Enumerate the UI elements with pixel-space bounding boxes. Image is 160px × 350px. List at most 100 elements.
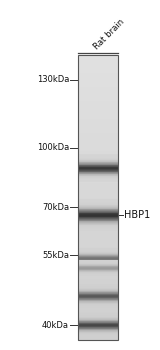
Bar [78, 320, 118, 321]
Bar [78, 315, 118, 316]
Bar [78, 165, 118, 166]
Bar [78, 275, 118, 276]
Bar [78, 237, 118, 241]
Bar [78, 167, 118, 168]
Bar [78, 306, 118, 307]
Bar [78, 197, 118, 202]
Text: 130kDa: 130kDa [37, 76, 69, 84]
Bar [78, 267, 118, 268]
Bar [78, 336, 118, 337]
Bar [78, 252, 118, 253]
Bar [78, 159, 118, 160]
Bar [78, 270, 118, 271]
Bar [78, 229, 118, 230]
Bar [78, 267, 118, 268]
Bar [78, 251, 118, 252]
Text: 70kDa: 70kDa [42, 203, 69, 211]
Bar [78, 156, 118, 157]
Bar [78, 307, 118, 308]
Bar [78, 262, 118, 266]
Bar [78, 265, 118, 266]
Bar [78, 300, 118, 301]
Bar [78, 260, 118, 261]
Bar [78, 286, 118, 287]
Bar [78, 331, 118, 332]
Bar [78, 162, 118, 163]
Bar [78, 304, 118, 305]
Bar [78, 240, 118, 244]
Bar [78, 176, 118, 177]
Bar [78, 263, 118, 264]
Bar [78, 259, 118, 260]
Bar [78, 269, 118, 273]
Bar [78, 320, 118, 321]
Bar [78, 101, 118, 105]
Bar [78, 298, 118, 299]
Bar [78, 144, 118, 148]
Bar [78, 176, 118, 177]
Bar [78, 230, 118, 234]
Bar [78, 261, 118, 262]
Bar [78, 273, 118, 274]
Text: HBP1: HBP1 [124, 210, 150, 220]
Bar [78, 173, 118, 174]
Bar [78, 266, 118, 267]
Bar [78, 260, 118, 261]
Bar [78, 318, 118, 319]
Bar [78, 269, 118, 270]
Bar [78, 219, 118, 223]
Bar [78, 164, 118, 165]
Bar [78, 292, 118, 293]
Bar [78, 319, 118, 320]
Text: Rat brain: Rat brain [92, 17, 126, 51]
Bar [78, 272, 118, 273]
Bar [78, 265, 118, 269]
Bar [78, 285, 118, 286]
Bar [78, 301, 118, 302]
Text: 100kDa: 100kDa [37, 144, 69, 153]
Bar [78, 225, 118, 226]
Bar [78, 294, 118, 295]
Bar [78, 330, 118, 331]
Bar [78, 290, 118, 292]
Bar [78, 76, 118, 80]
Bar [78, 308, 118, 312]
Bar [78, 265, 118, 266]
Bar [78, 284, 118, 285]
Bar [78, 304, 118, 308]
Bar [78, 154, 118, 155]
Bar [78, 169, 118, 173]
Bar [78, 258, 118, 262]
Bar [78, 327, 118, 328]
Bar [78, 293, 118, 294]
Bar [78, 324, 118, 325]
Bar [78, 205, 118, 206]
Bar [78, 166, 118, 167]
Bar [78, 201, 118, 205]
Bar [78, 283, 118, 287]
Bar [78, 301, 118, 305]
Bar [78, 201, 118, 203]
Bar [78, 244, 118, 248]
Bar [78, 271, 118, 272]
Bar [78, 290, 118, 291]
Bar [78, 112, 118, 116]
Bar [78, 329, 118, 333]
Bar [78, 179, 118, 180]
Bar [78, 170, 118, 171]
Bar [78, 331, 118, 332]
Bar [78, 323, 118, 324]
Bar [78, 119, 118, 123]
Text: 55kDa: 55kDa [42, 251, 69, 259]
Bar [78, 225, 118, 226]
Bar [78, 162, 118, 166]
Bar [78, 295, 118, 296]
Bar [78, 261, 118, 262]
Bar [78, 216, 118, 217]
Bar [78, 172, 118, 173]
Bar [78, 209, 118, 210]
Bar [78, 228, 118, 229]
Text: 40kDa: 40kDa [42, 321, 69, 329]
Bar [78, 266, 118, 267]
Bar [78, 230, 118, 231]
